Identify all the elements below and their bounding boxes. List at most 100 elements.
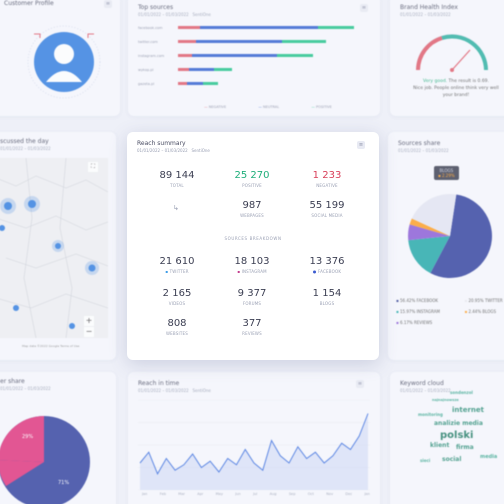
facebook-icon: ● xyxy=(312,269,317,274)
avatar xyxy=(27,25,101,99)
pie-slice[interactable] xyxy=(408,224,450,241)
x-tick-label: Jul xyxy=(253,492,258,496)
source-bar-segment[interactable] xyxy=(277,54,313,57)
source-bar-segment[interactable] xyxy=(282,40,326,43)
card-menu-button[interactable]: ≡ xyxy=(360,4,368,12)
source-bar-segment[interactable] xyxy=(318,26,355,29)
keyword[interactable]: monitoring xyxy=(418,412,443,417)
source-bar-segment[interactable] xyxy=(178,68,189,71)
reach-in-time-card: Reach in time 01/01/2022 – 01/03/2022 Se… xyxy=(128,372,380,504)
keyword[interactable]: polski xyxy=(440,430,474,441)
sources-share-card: Sources share 01/01/2022 – 01/03/2022 BL… xyxy=(388,132,504,360)
top-sources-bars: facebook.com twitter.com instagram.com wyko… xyxy=(138,24,370,94)
card-title: Customer Profile xyxy=(4,0,54,7)
sources-share-legend: ▪ 56.42% FACEBOOK ▪ 20.95% TWITTER ▪ 15.97… xyxy=(396,298,504,331)
stat-blogs: 1 154 BLOGS xyxy=(312,288,342,306)
x-tick-label: Apr xyxy=(197,492,204,496)
top-sources-card: Top sources 01/01/2022 – 01/03/2022 Sent… xyxy=(128,0,380,116)
keyword-cloud: sondenzol najnajnowsze internet monitoring a… xyxy=(390,372,504,504)
pie-slice[interactable] xyxy=(411,194,457,236)
card-dates: 01/01/2022 – 01/03/2022 xyxy=(0,146,51,151)
map-canvas[interactable] xyxy=(0,158,108,338)
keyword[interactable]: najnajnowsze xyxy=(432,398,459,402)
x-tick-label: Nov xyxy=(326,492,334,496)
top-sources-legend: — NEGATIVE — NEUTRAL — POSITIVE xyxy=(188,105,348,109)
instagram-icon: ▪ xyxy=(237,269,241,274)
source-bar-segment[interactable] xyxy=(192,54,277,57)
keyword[interactable]: media xyxy=(480,454,498,460)
male-share-label: 71% xyxy=(58,480,70,486)
legend-item: ▪ 20.95% TWITTER xyxy=(464,298,503,303)
reach-summary-card: Reach summary 01/01/2022 – 01/03/2022 Se… xyxy=(127,132,379,360)
legend-neutral: — NEUTRAL xyxy=(258,105,280,109)
zoom-out-button[interactable]: − xyxy=(84,327,94,337)
card-dates: 01/01/2022 – 01/03/2022 xyxy=(398,148,449,153)
keyword[interactable]: analizie media xyxy=(434,420,483,427)
x-tick-label: Jan xyxy=(142,492,148,496)
card-dates: 01/01/2022 – 01/03/2022 xyxy=(400,388,451,393)
x-tick-label: Jan xyxy=(364,492,370,496)
card-title: Brand Health Index xyxy=(400,4,458,11)
card-dates: 01/01/2022 – 01/03/2022 SentiOne xyxy=(138,12,211,17)
x-tick-label: Feb xyxy=(159,492,166,496)
source-bar-segment[interactable] xyxy=(199,26,319,29)
sources-share-pie[interactable] xyxy=(388,184,504,294)
reach-in-time-chart xyxy=(138,400,370,490)
pie-slice[interactable] xyxy=(408,236,450,274)
source-bar-segment[interactable] xyxy=(178,54,193,57)
stat-websites: 808 WEBSITES xyxy=(166,318,188,336)
pie-slice[interactable] xyxy=(430,194,492,278)
x-tick-label: Mar xyxy=(178,492,185,496)
reach-in-time-x-axis: Jan Feb Mar Apr May Jun Jul Aug Sep Oct Nov Dec Jan xyxy=(142,492,370,496)
source-bar-segment[interactable] xyxy=(178,82,187,85)
card-dates: 01/01/2022 – 01/03/2022 xyxy=(400,12,451,17)
fullscreen-button[interactable]: ⛶ xyxy=(88,162,98,172)
keyword[interactable]: social xyxy=(442,456,462,463)
card-title: Reach summary xyxy=(137,140,186,147)
brand-health-gauge xyxy=(416,34,488,72)
zoom-in-button[interactable]: + xyxy=(84,316,94,326)
female-share-label: 29% xyxy=(22,434,34,440)
stat-instagram: 18 103 ▪ INSTAGRAM xyxy=(234,256,270,274)
source-bar-segment[interactable] xyxy=(203,82,218,85)
pie-slice[interactable] xyxy=(409,218,450,236)
stat-videos: 2 165 VIDEOS xyxy=(162,288,192,306)
keyword[interactable]: klient xyxy=(430,442,450,449)
source-bar-segment[interactable] xyxy=(178,40,196,43)
stat-social-media: 55 199 SOCIAL MEDIA xyxy=(309,200,345,218)
keyword[interactable]: internet xyxy=(452,406,485,414)
card-title: Keyword cloud xyxy=(400,380,444,387)
x-tick-label: Jun xyxy=(235,492,241,496)
webpages-icon: ↳ xyxy=(173,204,179,212)
keyword[interactable]: firma xyxy=(456,444,474,451)
x-tick-label: Aug xyxy=(269,492,277,496)
card-menu-button[interactable]: ≡ xyxy=(357,141,365,149)
card-menu-button[interactable]: ≡ xyxy=(104,0,112,8)
source-label: gazeta.pl xyxy=(138,82,155,86)
card-title: Top sources xyxy=(138,4,174,11)
stat-forums: 9 377 FORUMS xyxy=(237,288,267,306)
customer-profile-card: Customer Profile ≡ xyxy=(0,0,120,116)
legend-item: ▪ 6.17% REVIEWS xyxy=(396,320,433,325)
card-dates: 01/01/2022 – 01/03/2022 SentiOne xyxy=(137,148,210,153)
source-bar-segment[interactable] xyxy=(214,68,232,71)
map-footer: Map data ©2022 Google Terms of Use xyxy=(22,344,80,348)
stat-facebook: 13 376 ● FACEBOOK xyxy=(309,256,345,274)
x-tick-label: May xyxy=(215,492,223,496)
reach-line xyxy=(139,413,369,475)
keyword[interactable]: sieci xyxy=(420,458,431,463)
source-bar-segment[interactable] xyxy=(196,40,283,43)
source-bar-segment[interactable] xyxy=(188,68,214,71)
keyword[interactable]: sondenzol xyxy=(450,390,473,395)
stat-reviews: 377 REVIEWS xyxy=(242,318,262,336)
source-bar-segment[interactable] xyxy=(187,82,204,85)
stat-total: 89 144 TOTAL xyxy=(159,170,195,188)
brand-health-card: Brand Health Index 01/01/2022 – 01/03/20… xyxy=(390,0,504,116)
twitter-icon: ▪ xyxy=(165,269,169,274)
legend-item: ▪ 15.97% INSTAGRAM xyxy=(396,309,440,314)
source-label: instagram.com xyxy=(138,54,165,58)
source-bar-segment[interactable] xyxy=(178,26,200,29)
card-title: Reach in time xyxy=(138,380,180,387)
pie-tooltip: BLOGS ▪ 2.29% xyxy=(434,166,459,180)
card-menu-button[interactable]: ≡ xyxy=(356,380,364,388)
